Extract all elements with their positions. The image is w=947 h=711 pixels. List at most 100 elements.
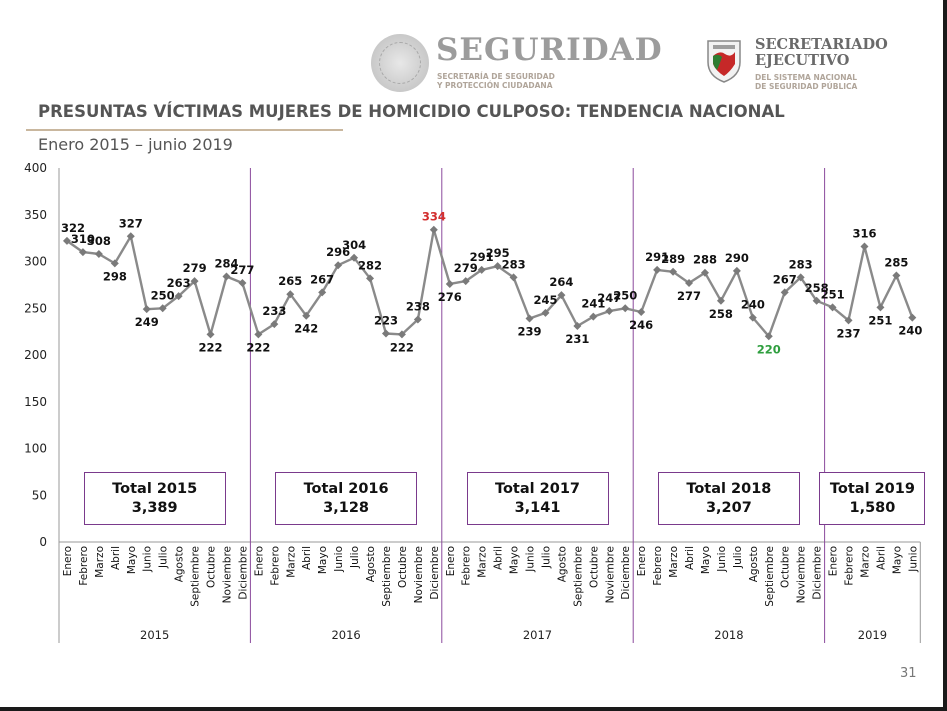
y-tick-label: 50	[32, 488, 47, 502]
data-label: 246	[629, 318, 653, 332]
total-box-value: 3,141	[514, 499, 561, 516]
x-tick-label: Mayo	[891, 546, 903, 574]
x-tick-label: Marzo	[859, 546, 871, 578]
x-tick-label: Julio	[540, 546, 552, 569]
x-tick-label: Noviembre	[796, 546, 808, 603]
total-box-2015: Total 2015 3,389	[83, 472, 226, 525]
x-tick-label: Septiembre	[381, 546, 393, 607]
year-label: 2016	[331, 628, 360, 642]
data-label: 279	[454, 261, 478, 275]
total-box-label: Total 2015	[112, 480, 198, 497]
data-label: 283	[502, 257, 526, 271]
data-point	[366, 274, 375, 283]
x-tick-label: Abril	[110, 546, 122, 570]
data-label: 263	[167, 276, 191, 290]
data-point	[174, 292, 183, 301]
data-point	[669, 267, 678, 276]
data-point	[716, 296, 725, 305]
data-label: 291	[470, 250, 494, 264]
series-line	[66, 228, 914, 338]
data-label: 310	[71, 232, 95, 246]
data-label: 284	[214, 256, 238, 270]
data-label: 295	[486, 246, 510, 260]
x-tick-label: Mayo	[317, 546, 329, 574]
data-point	[509, 273, 518, 282]
x-tick-label: Septiembre	[764, 546, 776, 607]
data-point	[254, 330, 263, 339]
x-tick-label: Diciembre	[237, 546, 249, 600]
x-tick-label: Agosto	[556, 546, 568, 582]
data-point	[429, 225, 438, 234]
data-label: 289	[661, 252, 685, 266]
data-label: 267	[773, 272, 797, 286]
x-tick-label: Marzo	[94, 546, 106, 578]
x-tick-label: Diciembre	[429, 546, 441, 600]
data-point	[78, 248, 87, 257]
data-point	[94, 250, 103, 259]
total-box-value: 3,207	[705, 499, 752, 516]
data-point	[206, 330, 215, 339]
data-label: 249	[135, 315, 159, 329]
data-point	[302, 311, 311, 320]
secretariado-sub-line-1: DEL SISTEMA NACIONAL	[755, 73, 858, 82]
y-tick-label: 200	[24, 348, 47, 362]
data-label: 282	[358, 258, 382, 272]
x-tick-label: Septiembre	[572, 546, 584, 607]
data-label: 267	[310, 272, 334, 286]
total-box-2017: Total 2017 3,141	[466, 472, 609, 525]
data-point	[700, 268, 709, 277]
data-label: 276	[438, 290, 462, 304]
y-tick-label: 400	[24, 161, 47, 175]
x-tick-label: Abril	[301, 546, 313, 570]
x-tick-label: Febrero	[844, 546, 856, 586]
total-box-value: 3,389	[131, 499, 178, 516]
x-tick-label: Marzo	[477, 546, 489, 578]
data-label: 298	[103, 269, 127, 283]
data-point	[238, 279, 247, 288]
data-point	[589, 312, 598, 321]
total-box-value: 1,580	[849, 499, 896, 516]
data-point	[844, 316, 853, 325]
x-tick-label: Enero	[253, 546, 265, 576]
x-tick-label: Agosto	[365, 546, 377, 582]
data-label: 237	[837, 326, 861, 340]
data-label: 258	[805, 281, 829, 295]
total-box-label: Total 2016	[303, 480, 389, 497]
data-point	[126, 232, 135, 241]
x-tick-label: Junio	[907, 546, 919, 573]
data-point	[573, 322, 582, 331]
national-seal-icon	[371, 34, 429, 92]
x-tick-label: Junio	[142, 546, 154, 573]
data-point	[812, 296, 821, 305]
data-label: 304	[342, 238, 366, 252]
data-point	[270, 320, 279, 329]
secretariado-logo-subtitle: DEL SISTEMA NACIONAL DE SEGURIDAD PÚBLIC…	[755, 73, 857, 91]
total-box-2016: Total 2016 3,128	[275, 472, 418, 525]
data-label: 239	[518, 325, 542, 339]
x-tick-label: Mayo	[700, 546, 712, 574]
seguridad-logo-title: SEGURIDAD	[436, 32, 663, 68]
total-box-2018: Total 2018 3,207	[657, 472, 800, 525]
x-tick-label: Febrero	[269, 546, 281, 586]
x-tick-label: Marzo	[285, 546, 297, 578]
x-tick-label: Junio	[716, 546, 728, 573]
data-point	[685, 279, 694, 288]
data-point	[222, 272, 231, 281]
data-point	[653, 265, 662, 274]
chart-subtitle: Enero 2015 – junio 2019	[38, 135, 233, 154]
x-tick-label: Junio	[525, 546, 537, 573]
data-point	[637, 307, 646, 316]
data-point	[381, 329, 390, 338]
data-label: 250	[613, 288, 637, 302]
data-point	[110, 259, 119, 268]
data-point	[796, 273, 805, 282]
data-label: 327	[119, 216, 143, 230]
x-tick-label: Noviembre	[221, 546, 233, 603]
x-tick-label: Diciembre	[620, 546, 632, 600]
chart-title: PRESUNTAS VÍCTIMAS MUJERES DE HOMICIDIO …	[38, 102, 785, 121]
data-label: 245	[533, 293, 557, 307]
year-label: 2015	[140, 628, 169, 642]
data-label: 222	[199, 340, 223, 354]
data-label: 233	[262, 304, 286, 318]
secretariado-title-line-2: EJECUTIVO	[755, 52, 850, 69]
